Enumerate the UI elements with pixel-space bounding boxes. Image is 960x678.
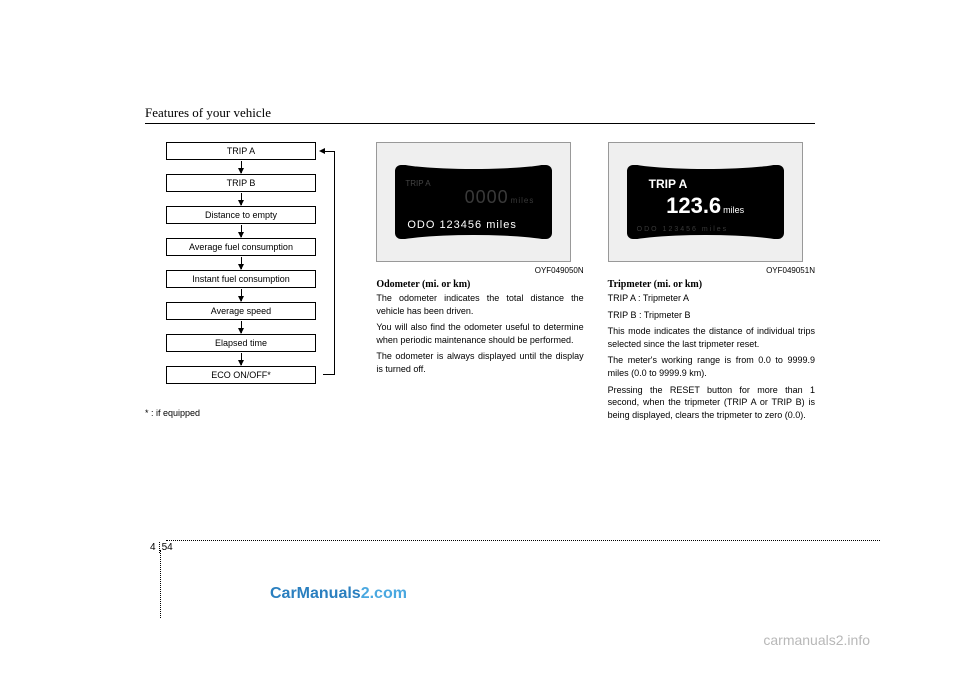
flow-box: TRIP A (166, 142, 316, 160)
page-header: Features of your vehicle (145, 105, 815, 124)
trip-value: 123.6miles (627, 193, 784, 219)
tripmeter-display-figure: TRIP A 123.6miles ODO 123456 miles (608, 142, 803, 262)
figure-code: OYF049051N (608, 266, 815, 275)
chapter-number: 4 (150, 542, 160, 553)
odo-dim-digits: 0000miles (465, 187, 535, 208)
paragraph: TRIP B : Tripmeter B (608, 309, 815, 322)
body-text: TRIP A : Tripmeter A TRIP B : Tripmeter … (608, 292, 815, 421)
trip-label: TRIP A (649, 177, 688, 191)
flow-arrow (241, 193, 242, 205)
odometer-display-figure: TRIP A 0000miles ODO 123456 miles (376, 142, 571, 262)
flow-footnote: * : if equipped (145, 408, 352, 418)
flow-arrow (241, 257, 242, 269)
paragraph: TRIP A : Tripmeter A (608, 292, 815, 305)
paragraph: The odometer is always displayed until t… (376, 350, 583, 375)
odo-digits-unit: miles (511, 196, 535, 205)
flow-box: Elapsed time (166, 334, 316, 352)
page-number-value: 54 (162, 542, 173, 553)
flow-arrow (241, 289, 242, 301)
trip-value-number: 123.6 (666, 193, 721, 218)
watermark-part2: 2.com (361, 585, 407, 602)
flow-arrow (241, 225, 242, 237)
paragraph: You will also find the odometer useful t… (376, 321, 583, 346)
paragraph: Pressing the RESET button for more than … (608, 384, 815, 422)
flowchart-column: TRIP A TRIP B Distance to empty Average … (145, 142, 352, 425)
trip-value-unit: miles (723, 205, 744, 215)
odo-digits-value: 0000 (465, 187, 509, 207)
paragraph: The odometer indicates the total distanc… (376, 292, 583, 317)
section-title: Tripmeter (mi. or km) (608, 279, 815, 290)
flow-box: Average speed (166, 302, 316, 320)
trip-bottom-dim: ODO 123456 miles (637, 226, 729, 233)
watermark-part1: CarManuals (270, 585, 361, 602)
flow-arrow (241, 353, 242, 365)
flow-box: TRIP B (166, 174, 316, 192)
footer-rule-horizontal (166, 540, 880, 541)
paragraph: This mode indicates the distance of indi… (608, 325, 815, 350)
tripmeter-column: TRIP A 123.6miles ODO 123456 miles OYF04… (608, 142, 815, 425)
flow-arrow (241, 161, 242, 173)
odo-trip-small: TRIP A (405, 179, 430, 188)
flow-box: Average fuel consumption (166, 238, 316, 256)
odometer-column: TRIP A 0000miles ODO 123456 miles OYF049… (376, 142, 583, 425)
flow-box: Instant fuel consumption (166, 270, 316, 288)
footer-rule-vertical (160, 550, 161, 618)
odo-main-readout: ODO 123456 miles (407, 219, 517, 231)
page-number: 454 (150, 542, 173, 553)
body-text: The odometer indicates the total distanc… (376, 292, 583, 376)
watermark-info: carmanuals2.info (763, 632, 870, 648)
flow-arrow (241, 321, 242, 333)
watermark-carmanuals2: CarManuals2.com (270, 585, 407, 603)
figure-code: OYF049050N (376, 266, 583, 275)
flow-box: Distance to empty (166, 206, 316, 224)
flow-box: ECO ON/OFF* (166, 366, 316, 384)
section-title: Odometer (mi. or km) (376, 279, 583, 290)
paragraph: The meter's working range is from 0.0 to… (608, 354, 815, 379)
flowchart: TRIP A TRIP B Distance to empty Average … (151, 142, 331, 384)
